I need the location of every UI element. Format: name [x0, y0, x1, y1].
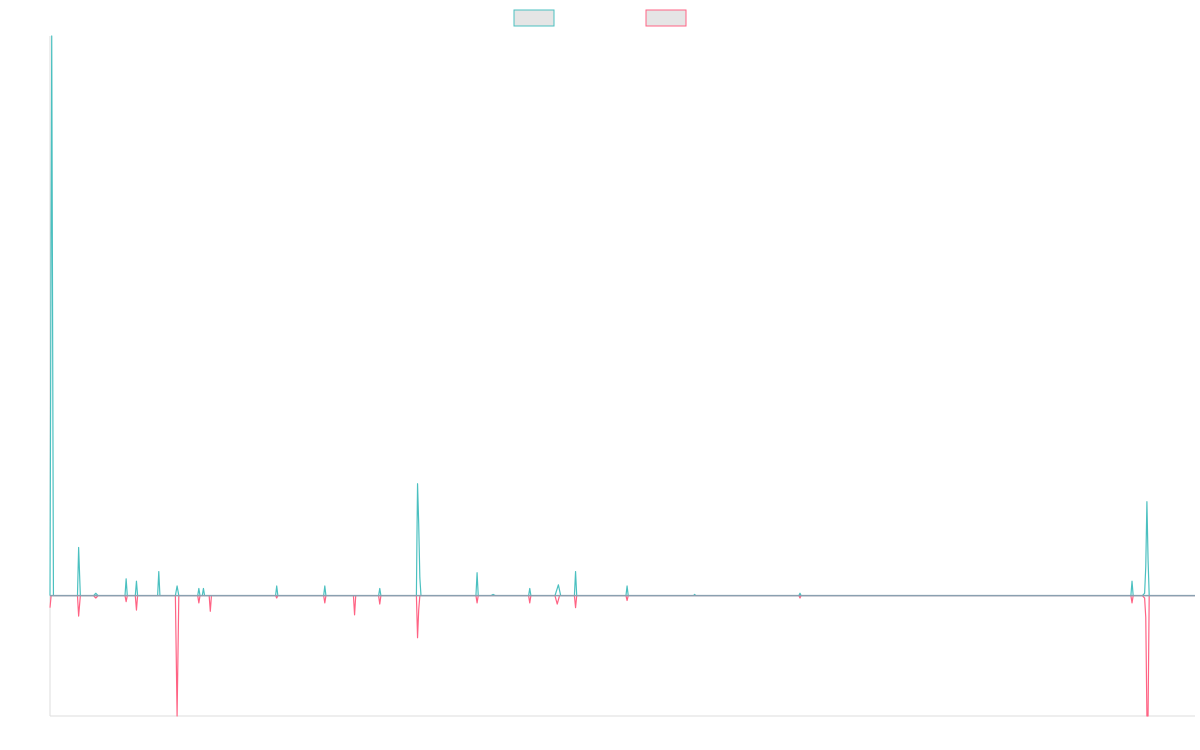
legend-item-2[interactable]: [645, 9, 687, 27]
legend-swatch-2[interactable]: [645, 9, 687, 27]
legend: [513, 9, 687, 27]
series-line-2: [49, 595, 1195, 717]
series-line-1: [49, 35, 1195, 597]
legend-item-1[interactable]: [513, 9, 555, 27]
series-layer: [49, 35, 1195, 717]
legend-swatch-1[interactable]: [513, 9, 555, 27]
